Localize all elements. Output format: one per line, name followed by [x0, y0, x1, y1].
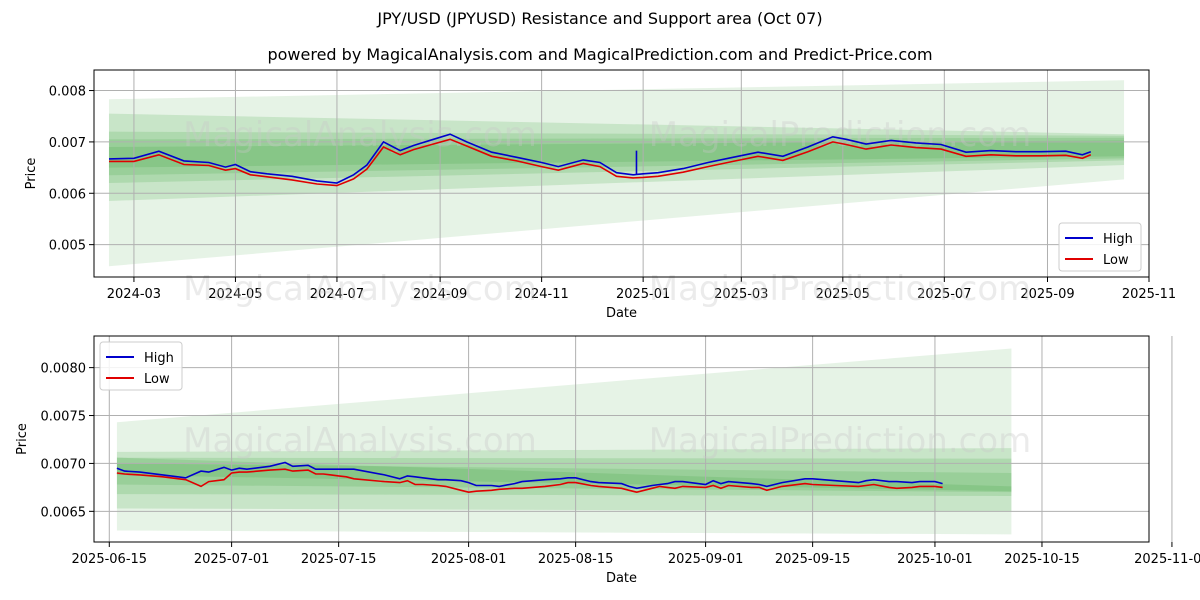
watermark-text: MagicalPrediction.com — [649, 421, 1032, 461]
legend-label-low: Low — [1103, 253, 1129, 268]
legend-label-low: Low — [144, 372, 170, 387]
x-tick-label: 2025-08-15 — [538, 552, 614, 567]
x-tick-label: 2025-10-01 — [897, 552, 973, 567]
watermark-text: MagicalAnalysis.com — [183, 421, 537, 461]
x-tick-label: 2024-05 — [208, 287, 262, 302]
chart-1: 2024-03 2024-05 2024-07 2024-09 2024-11 2025-… — [24, 69, 1176, 321]
plot-frame — [93, 335, 1150, 543]
y-tick-label: 0.005 — [49, 239, 86, 254]
y-tick-label: 0.0065 — [41, 505, 87, 520]
support-resistance-band — [108, 140, 1125, 168]
plot-frame — [93, 69, 1150, 278]
x-axis-label: Date — [606, 306, 637, 321]
legend: High Low — [1058, 222, 1142, 272]
watermark-text: MagicalPrediction.com — [649, 115, 1032, 155]
x-tick-label: 2025-01 — [616, 287, 670, 302]
y-tick-label: 0.008 — [49, 85, 86, 100]
chart-subtitle: powered by MagicalAnalysis.com and Magic… — [267, 45, 933, 64]
y-axis-label: Price — [24, 158, 39, 190]
watermark-text: MagicalAnalysis.com — [183, 115, 537, 155]
x-axis-label: Date — [606, 571, 637, 586]
high-series-line — [116, 461, 943, 490]
watermark-text: MagicalAnalysis.com — [183, 269, 537, 309]
x-tick-label: 2025-09-15 — [775, 552, 851, 567]
legend-label-high: High — [1103, 232, 1133, 247]
low-series-line — [109, 138, 1092, 187]
x-tick-label: 2025-07-15 — [301, 552, 377, 567]
x-tick-label: 2025-09 — [1020, 287, 1074, 302]
watermark-text: MagicalPrediction.com — [649, 269, 1032, 309]
x-tick-label: 2025-08-01 — [431, 552, 507, 567]
x-tick-label: 2025-11 — [1122, 287, 1176, 302]
y-axis-label: Price — [15, 423, 30, 455]
chart-2: 2025-06-15 2025-07-01 2025-07-15 2025-08-01… — [15, 335, 1200, 586]
y-tick-label: 0.0070 — [41, 457, 87, 472]
x-tick-label: 2024-03 — [107, 287, 161, 302]
x-tick-label: 2025-06-15 — [72, 552, 148, 567]
y-tick-label: 0.007 — [49, 136, 86, 151]
x-tick-label: 2024-11 — [514, 287, 568, 302]
x-tick-label: 2025-05 — [816, 287, 870, 302]
legend: High Low — [99, 341, 183, 391]
y-tick-label: 0.0075 — [41, 410, 87, 425]
high-series-line — [108, 133, 1092, 184]
legend-label-high: High — [144, 351, 174, 366]
x-tick-label: 2025-07-01 — [194, 552, 270, 567]
x-tick-label: 2025-07 — [917, 287, 971, 302]
y-tick-label: 0.0080 — [41, 362, 87, 377]
chart-title: JPY/USD (JPYUSD) Resistance and Support … — [377, 9, 823, 28]
support-resistance-band — [116, 457, 1012, 492]
legend-box — [99, 341, 183, 391]
x-tick-label: 2025-10-15 — [1004, 552, 1080, 567]
y-tick-label: 0.006 — [49, 187, 86, 202]
x-tick-label: 2024-07 — [310, 287, 364, 302]
support-resistance-band — [108, 131, 1125, 184]
support-resistance-band — [108, 113, 1125, 201]
x-tick-label: 2025-03 — [714, 287, 768, 302]
x-tick-label: 2024-09 — [413, 287, 467, 302]
support-resistance-band — [108, 137, 1125, 176]
x-tick-label: 2025-11-01 — [1134, 552, 1200, 567]
legend-box — [1058, 222, 1142, 272]
low-series-line — [116, 468, 943, 494]
x-tick-label: 2025-09-01 — [668, 552, 744, 567]
support-resistance-band — [116, 348, 1012, 535]
